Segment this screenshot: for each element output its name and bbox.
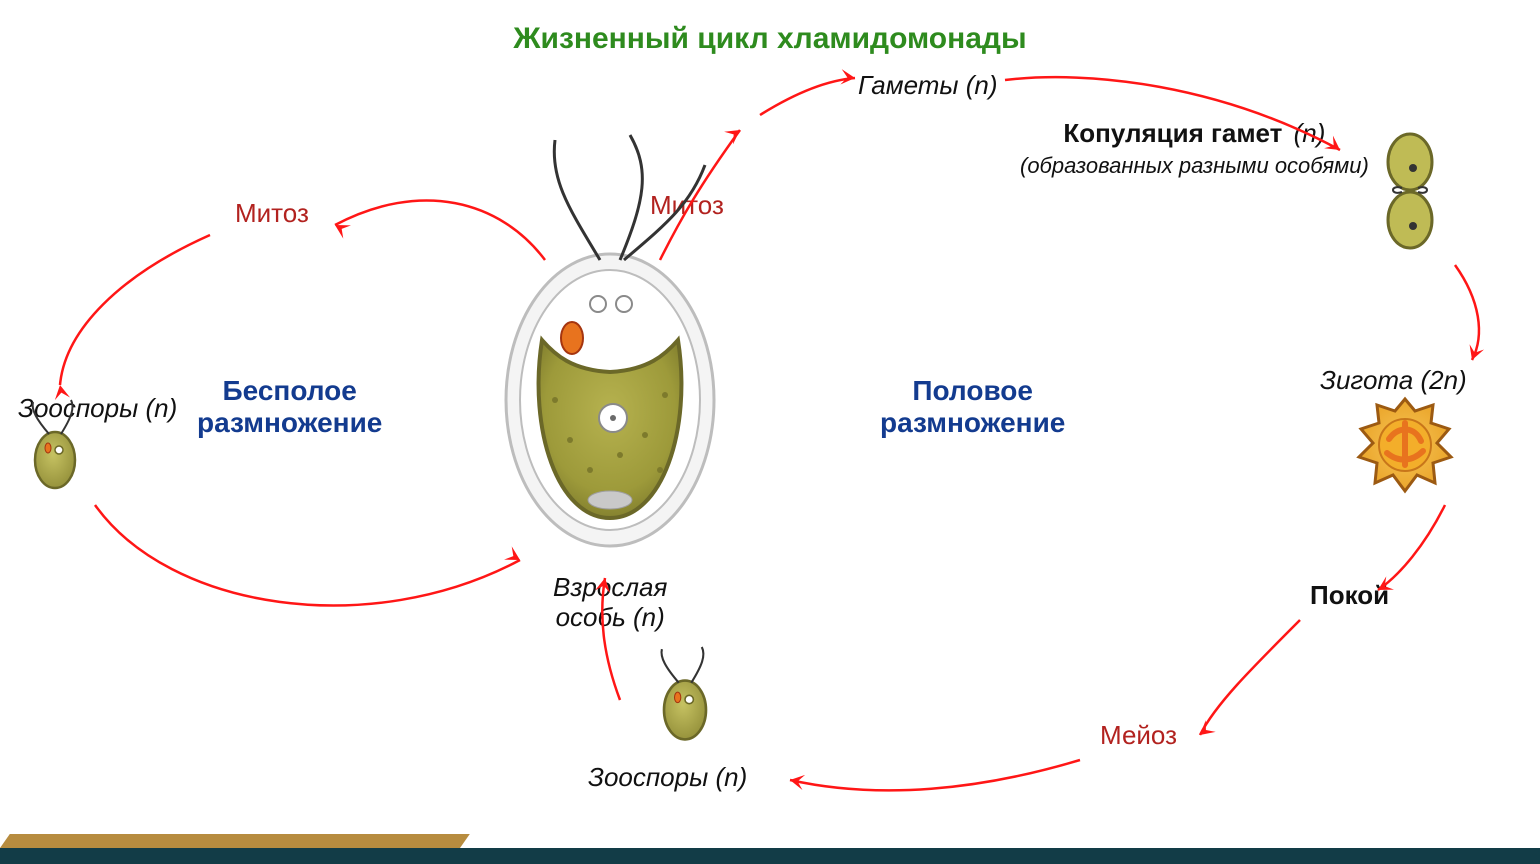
arrow-zygote-to-rest (1378, 505, 1445, 590)
zygote-icon (1359, 399, 1451, 491)
arrow-gametes-to-cop (1005, 77, 1340, 150)
arrow-mitosisL-to-zoosL (60, 235, 210, 385)
arrow-mitosisR-to-gametes (760, 78, 855, 115)
arrowhead-adult-to-mitosisR (724, 124, 744, 145)
arrowhead-rest-to-meiosis (1195, 720, 1216, 741)
arrow-meiosis-to-zoosB (790, 760, 1080, 790)
arrow-rest-to-meiosis (1200, 620, 1300, 735)
bottom-bar-gold (0, 834, 470, 848)
arrow-zoosL-to-adult (95, 505, 520, 605)
arrow-zoosB-to-adult (602, 578, 620, 700)
bottom-bar (0, 840, 1540, 864)
arrow-adult-to-mitosisR (660, 130, 740, 260)
gamete-pair-icon (1388, 134, 1432, 248)
arrowhead-cop-to-zygote (1465, 344, 1484, 362)
arrow-cop-to-zygote (1455, 265, 1479, 360)
bottom-bar-dark (0, 848, 1540, 864)
diagram-stage: Жизненный цикл хламидомонады Бесполое ра… (0, 0, 1540, 864)
zoospore-left-icon (33, 400, 75, 488)
svg-layer (0, 0, 1540, 864)
arrow-adult-to-mitosisL (335, 200, 545, 260)
arrowhead-gametes-to-cop (1324, 136, 1344, 157)
zoospore-bottom-icon (662, 647, 706, 739)
adult-cell-icon (506, 135, 714, 546)
arrows-group (52, 69, 1484, 790)
arrowhead-mitosisR-to-gametes (840, 69, 855, 86)
arrowhead-mitosisL-to-zoosL (52, 384, 70, 400)
